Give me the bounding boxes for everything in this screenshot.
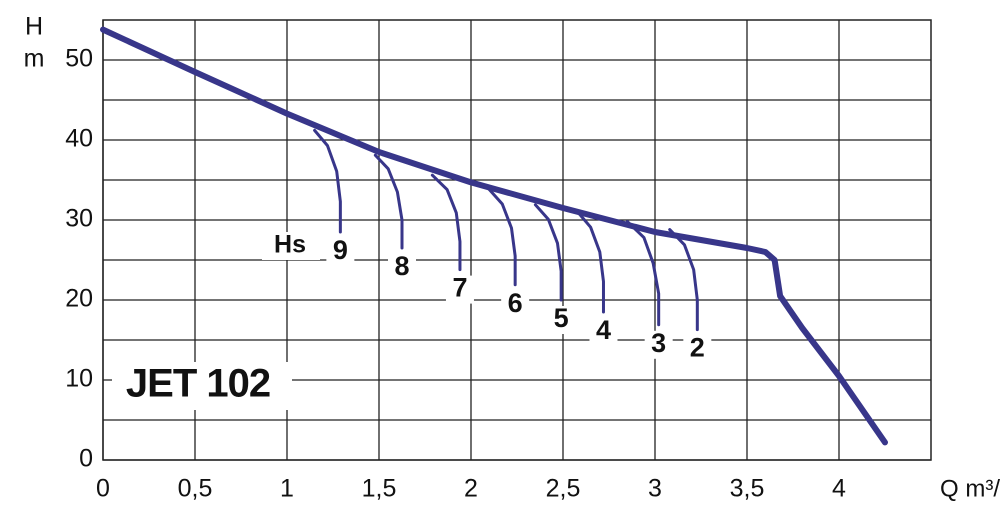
series-label: 3 bbox=[651, 328, 666, 358]
series-label: 2 bbox=[690, 333, 705, 363]
hs-curve bbox=[313, 128, 342, 234]
x-tick-label: 0,5 bbox=[178, 475, 213, 503]
y-tick-label: 0 bbox=[79, 445, 93, 473]
annotation-background bbox=[112, 362, 292, 410]
x-tick-label: 3,5 bbox=[730, 475, 765, 503]
y-tick-label: 40 bbox=[65, 125, 93, 153]
series-label: 8 bbox=[394, 251, 409, 281]
pump-curve bbox=[100, 26, 888, 446]
y-tick-label: 30 bbox=[65, 205, 93, 233]
label-background bbox=[326, 238, 355, 266]
series-label: 5 bbox=[554, 303, 569, 333]
annotation: JET 102 bbox=[126, 362, 270, 406]
x-tick-label: 1,5 bbox=[362, 475, 397, 503]
x-tick-label: 4 bbox=[832, 475, 846, 503]
y-tick-label: 10 bbox=[65, 365, 93, 393]
hs-curve bbox=[576, 210, 605, 314]
series-label: 6 bbox=[508, 288, 523, 318]
hs-curve bbox=[668, 228, 699, 332]
y-axis-symbol: H bbox=[25, 13, 43, 41]
annotation: Hs bbox=[274, 231, 306, 259]
series-label: 9 bbox=[333, 235, 348, 265]
y-tick-label: 20 bbox=[65, 285, 93, 313]
x-tick-label: 2,5 bbox=[546, 475, 581, 503]
label-background bbox=[501, 290, 530, 319]
hs-curve bbox=[487, 188, 517, 287]
x-tick-label: 1 bbox=[280, 475, 294, 503]
x-tick-label: 0 bbox=[96, 475, 110, 503]
hs-curve bbox=[373, 153, 404, 250]
label-background bbox=[445, 275, 474, 304]
label-background bbox=[589, 318, 618, 346]
y-tick-label: 50 bbox=[65, 45, 93, 73]
y-axis-unit: m bbox=[24, 45, 45, 73]
x-tick-label: 2 bbox=[464, 475, 478, 503]
hs-curve bbox=[533, 203, 563, 302]
label-background bbox=[388, 254, 416, 282]
label-background bbox=[644, 330, 673, 359]
x-tick-label: 3 bbox=[648, 475, 662, 503]
hs-curve bbox=[430, 173, 462, 272]
annotation-background bbox=[262, 232, 320, 260]
series-label: 4 bbox=[596, 315, 611, 345]
label-background bbox=[683, 335, 712, 364]
series-label: 7 bbox=[452, 273, 467, 303]
x-axis-label: Q m³/h bbox=[940, 475, 1000, 502]
label-background bbox=[547, 306, 576, 334]
hs-curve bbox=[625, 220, 661, 327]
